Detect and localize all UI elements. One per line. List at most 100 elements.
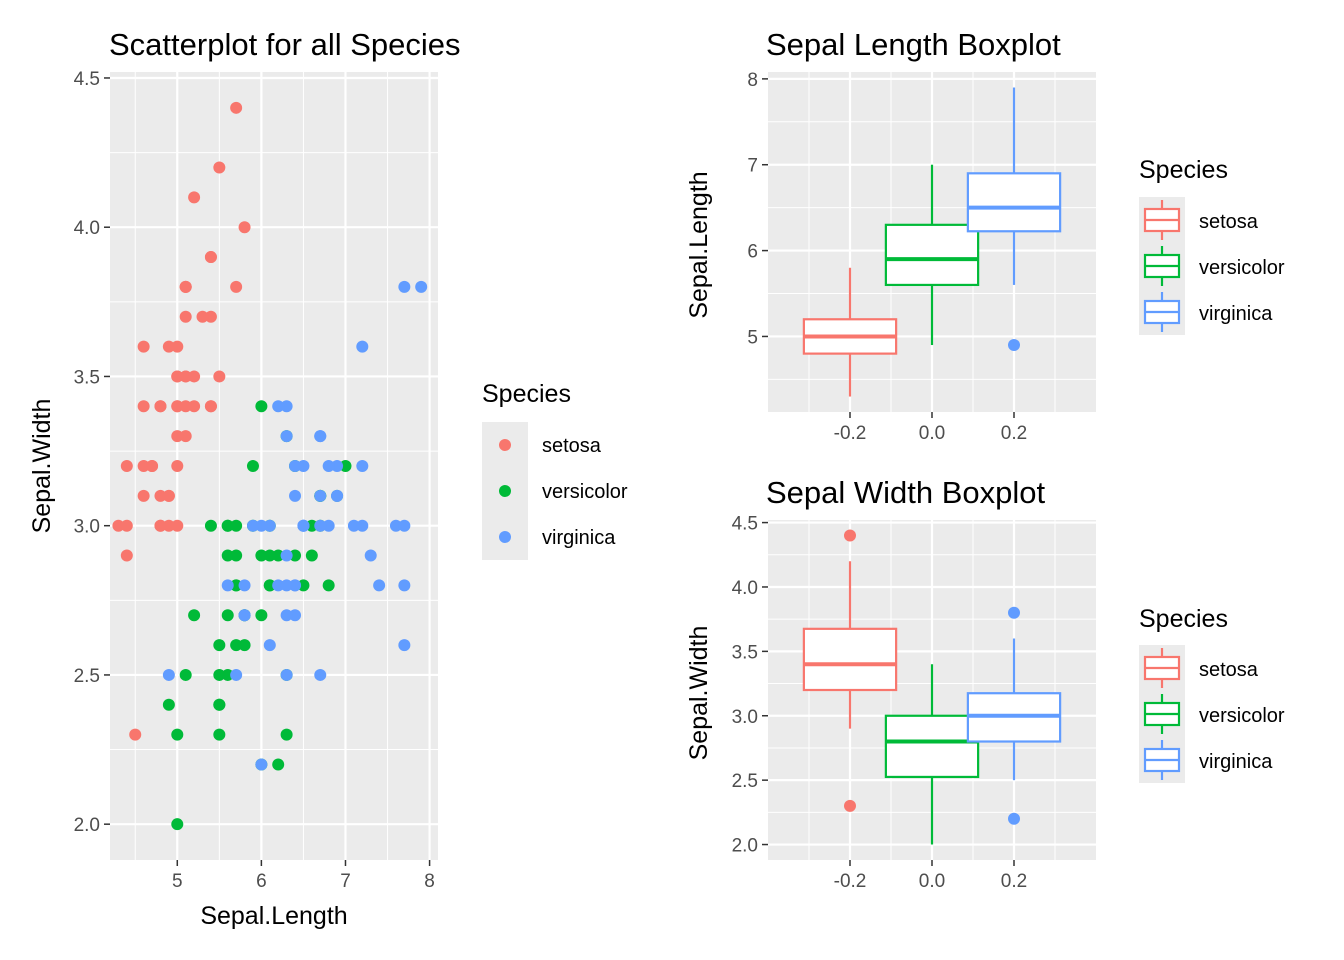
sepal-width-legend-title: Species — [1139, 605, 1228, 633]
box-body — [884, 714, 980, 779]
y-tick-label: 4.0 — [74, 218, 100, 239]
legend-key-virginica — [1143, 740, 1181, 780]
data-point-virginica — [280, 609, 293, 622]
y-tick-label: 8 — [747, 70, 758, 91]
outlier-point — [844, 529, 856, 542]
x-tick-label: 8 — [424, 871, 435, 892]
sepal-length-boxplot-title: Sepal Length Boxplot — [766, 27, 1061, 62]
data-point-versicolor — [230, 519, 243, 532]
data-point-setosa — [154, 400, 167, 413]
data-point-versicolor — [255, 549, 268, 562]
data-point-setosa — [196, 310, 209, 323]
legend-label-virginica: virginica — [542, 527, 616, 549]
data-point-versicolor — [213, 668, 226, 681]
data-point-virginica — [289, 489, 302, 502]
data-point-setosa — [179, 280, 192, 293]
x-tick-label: 7 — [340, 871, 351, 892]
x-tick-label: 0.2 — [1001, 871, 1027, 892]
data-point-setosa — [120, 549, 133, 562]
data-point-virginica — [331, 460, 344, 472]
legend-key-virginica — [1143, 292, 1181, 332]
y-tick-label: 3.0 — [74, 517, 100, 538]
legend-label-setosa: setosa — [1199, 211, 1259, 233]
data-point-virginica — [289, 609, 302, 622]
sepal-width-axes: -0.2 0.0 0.2 2.0 2.5 3.0 3.5 4.0 4.5 — [732, 514, 1028, 892]
y-tick-label: 3.5 — [74, 367, 100, 388]
scatterplot-x-axis-title: Sepal.Length — [200, 902, 347, 930]
x-tick-label: -0.2 — [834, 423, 867, 444]
sepal-length-axes: -0.2 0.0 0.2 5 6 7 8 — [747, 70, 1027, 444]
data-point-versicolor — [263, 549, 276, 562]
data-point-setosa — [188, 191, 201, 204]
data-point-versicolor — [255, 609, 268, 622]
x-tick-label: 0.0 — [919, 423, 945, 444]
data-point-virginica — [389, 519, 402, 532]
data-point-setosa — [179, 400, 192, 413]
data-point-virginica — [297, 460, 310, 472]
data-point-versicolor — [272, 549, 285, 562]
sepal-length-legend: Species setosa versicolor virginica — [1139, 156, 1285, 335]
data-point-setosa — [162, 340, 175, 353]
data-point-virginica — [280, 549, 293, 562]
scatterplot-plot-area — [110, 72, 438, 860]
data-point-versicolor — [246, 460, 259, 472]
legend-key-versicolor — [1143, 246, 1181, 286]
data-point-setosa — [137, 489, 150, 502]
data-point-versicolor — [230, 549, 243, 562]
data-point-versicolor — [213, 698, 226, 711]
sepal-width-boxplot-title: Sepal Width Boxplot — [766, 475, 1046, 510]
data-point-virginica — [289, 460, 302, 472]
data-point-virginica — [238, 609, 251, 622]
legend-label-setosa: setosa — [1199, 659, 1259, 681]
data-point-setosa — [230, 101, 243, 114]
data-point-setosa — [162, 489, 175, 502]
data-point-virginica — [280, 579, 293, 592]
data-point-virginica — [398, 639, 411, 652]
data-point-versicolor — [230, 639, 243, 652]
sepal-width-y-axis-title: Sepal.Width — [685, 626, 713, 761]
legend-key-virginica — [499, 531, 511, 543]
data-point-virginica — [238, 579, 251, 592]
scatterplot-legend: Species setosa versicolor virginica — [482, 380, 628, 560]
outlier-point — [1008, 339, 1020, 352]
data-point-versicolor — [263, 579, 276, 592]
data-point-virginica — [415, 280, 428, 293]
data-point-versicolor — [289, 549, 302, 562]
data-point-virginica — [221, 579, 234, 592]
data-point-versicolor — [213, 639, 226, 652]
y-tick-label: 2.5 — [74, 666, 100, 687]
legend-key-versicolor — [1143, 694, 1181, 734]
x-tick-label: -0.2 — [834, 871, 867, 892]
data-point-setosa — [188, 400, 201, 413]
data-point-versicolor — [221, 549, 234, 562]
data-point-versicolor — [204, 519, 217, 532]
data-point-virginica — [314, 519, 327, 532]
y-tick-label: 4.0 — [732, 578, 758, 599]
data-point-setosa — [171, 340, 184, 353]
data-point-virginica — [314, 489, 327, 502]
data-point-virginica — [280, 400, 293, 413]
data-point-setosa — [171, 430, 184, 443]
data-point-versicolor — [238, 639, 251, 652]
scatterplot-panel: Scatterplot for all Species 5 6 7 8 2.0 2.5 3.… — [28, 27, 628, 930]
y-tick-label: 4.5 — [732, 514, 758, 535]
data-point-virginica — [246, 519, 259, 532]
y-tick-label: 2.0 — [732, 836, 758, 857]
data-point-versicolor — [213, 728, 226, 741]
data-point-virginica — [364, 549, 377, 562]
box-versicolor — [884, 164, 980, 346]
box-versicolor — [884, 664, 980, 845]
legend-key-setosa — [499, 439, 511, 451]
sepal-length-boxplot-panel: Sepal Length Boxplot -0.2 0.0 0.2 5 6 7 8 Sepa… — [685, 27, 1285, 444]
data-point-virginica — [398, 579, 411, 592]
data-point-setosa — [238, 221, 251, 234]
y-tick-label: 2.5 — [732, 771, 758, 792]
data-point-virginica — [373, 579, 386, 592]
data-point-versicolor — [162, 698, 175, 711]
data-point-versicolor — [171, 728, 184, 741]
data-point-setosa — [171, 400, 184, 413]
data-point-versicolor — [230, 579, 243, 592]
data-point-versicolor — [255, 400, 268, 413]
box-body — [966, 172, 1062, 233]
